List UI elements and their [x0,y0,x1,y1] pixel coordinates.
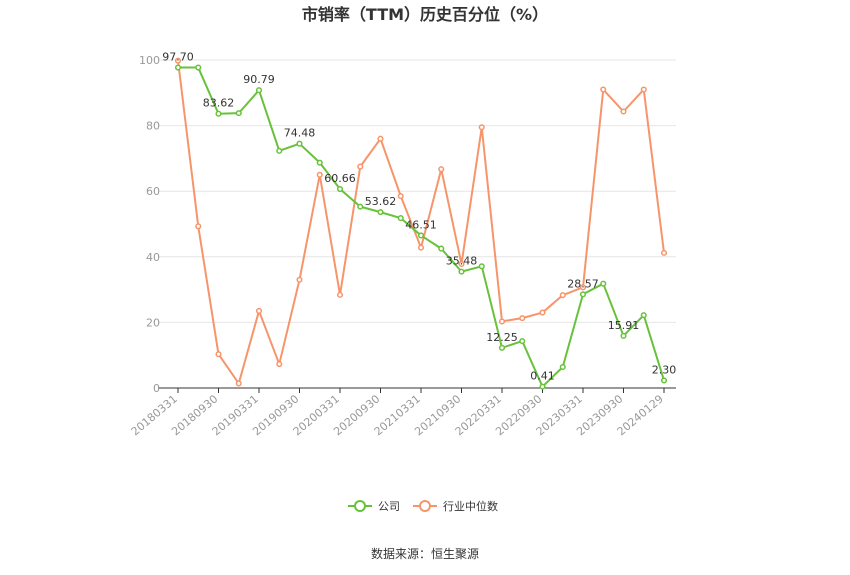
data-label: 60.66 [324,172,356,185]
data-label: 12.25 [486,331,518,344]
y-tick-label: 100 [139,54,160,67]
data-label: 74.48 [284,127,316,140]
data-point [296,140,303,147]
data-point [519,315,526,322]
data-point [397,193,404,200]
data-point [235,110,242,117]
data-point [316,159,323,166]
data-point [336,185,344,193]
data-label: 53.62 [365,195,397,208]
data-point [336,291,344,298]
data-point [458,260,465,268]
data-label: 15.91 [608,319,640,332]
source-note: 数据来源：恒生聚源 [371,546,479,561]
data-point [215,110,222,117]
data-point [438,245,445,252]
legend-label-1: 行业中位数 [443,499,498,513]
data-point [579,291,587,298]
legend[interactable]: 公司 行业中位数 [348,499,498,513]
data-point [519,338,526,345]
data-point [276,147,283,154]
data-point [377,209,384,216]
data-point [660,377,668,384]
data-point [600,280,607,287]
data-point [559,292,566,299]
data-point [397,215,404,222]
data-point [357,203,364,210]
y-tick-label: 40 [146,251,160,264]
legend-label-0: 公司 [378,500,400,513]
data-label: 83.62 [203,97,235,110]
data-label: 35.48 [446,255,478,268]
y-axis: 0 20 40 60 80 100 [139,54,160,395]
data-point [620,332,627,339]
data-point [195,223,202,230]
data-point [316,171,323,178]
y-tick-label: 20 [146,316,160,329]
data-point [377,135,384,142]
data-point [174,57,182,64]
data-label: 97.70 [162,51,194,64]
data-point [660,249,668,256]
data-labels: 97.70 83.62 90.79 74.48 60.66 53.62 46.51 35.48… [162,51,676,383]
data-point [215,351,222,358]
data-point [255,307,263,314]
data-point [478,263,485,270]
data-point [296,276,303,283]
data-point [600,86,607,93]
data-point [255,87,263,94]
data-point [498,344,506,351]
data-label: 2.30 [652,363,677,376]
data-point [559,363,566,371]
data-point [417,232,425,239]
data-point [195,64,202,71]
data-point [438,166,445,173]
data-label: 28.57 [567,277,599,290]
data-point [276,361,283,368]
chart-title: 市销率（TTM）历史百分位（%） [302,5,548,24]
data-point [357,163,364,170]
data-point [579,284,587,291]
series-group [174,57,668,390]
data-point [620,108,627,115]
data-label: 0.41 [530,370,555,383]
data-point [640,312,647,319]
data-label: 90.79 [243,73,275,86]
data-point [458,268,465,275]
data-point [478,124,485,131]
y-tick-label: 80 [146,120,160,133]
data-label: 46.51 [405,218,437,231]
y-tick-label: 60 [146,185,160,198]
legend-marker-0 [354,500,366,512]
data-point [498,318,506,325]
data-point [417,244,425,251]
grid-lines [158,59,676,389]
data-point [640,86,647,93]
data-point [174,64,182,71]
data-point [539,383,546,390]
data-point [539,309,546,316]
y-tick-label: 0 [153,382,160,395]
legend-marker-1 [419,500,431,512]
data-point [235,380,242,387]
x-axis: 2018033120180930201903312019093020200331… [129,388,666,438]
